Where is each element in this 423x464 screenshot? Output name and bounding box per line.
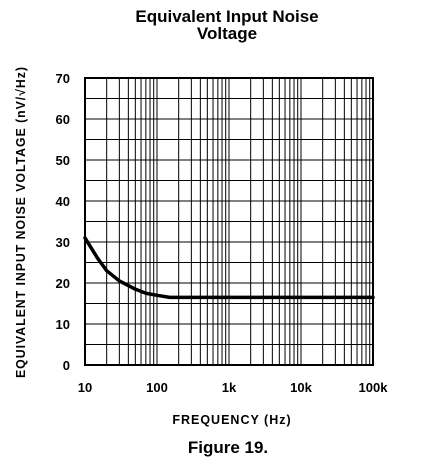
x-tick-label: 10 [78, 380, 92, 395]
x-tick-label: 10k [290, 380, 312, 395]
x-axis-label: FREQUENCY (Hz) [172, 413, 291, 427]
figure-caption: Figure 19. [188, 438, 268, 457]
y-axis-label: EQUIVALENT INPUT NOISE VOLTAGE (nV/√Hz) [14, 66, 28, 378]
plot-frame [84, 77, 374, 366]
y-tick-label: 10 [56, 317, 70, 332]
y-tick-label: 60 [56, 112, 70, 127]
chart-title-line-1: Equivalent Input Noise [135, 7, 318, 26]
x-tick-label: 1k [222, 380, 237, 395]
series-layer [83, 236, 375, 300]
plot-frame-layer [84, 77, 374, 366]
x-tick-label: 100k [359, 380, 389, 395]
noise-voltage-curve [83, 236, 375, 300]
y-tick-labels: 0 10 20 30 40 50 60 70 [56, 71, 70, 373]
y-tick-label: 40 [56, 194, 70, 209]
y-tick-label: 50 [56, 153, 70, 168]
y-tick-label: 70 [56, 71, 70, 86]
grid [84, 77, 373, 366]
x-tick-labels: 10 100 1k 10k 100k [78, 380, 388, 395]
chart-title-line-2: Voltage [197, 24, 257, 43]
y-tick-label: 30 [56, 235, 70, 250]
y-tick-label: 20 [56, 276, 70, 291]
x-tick-label: 100 [146, 380, 168, 395]
y-tick-label: 0 [63, 358, 70, 373]
